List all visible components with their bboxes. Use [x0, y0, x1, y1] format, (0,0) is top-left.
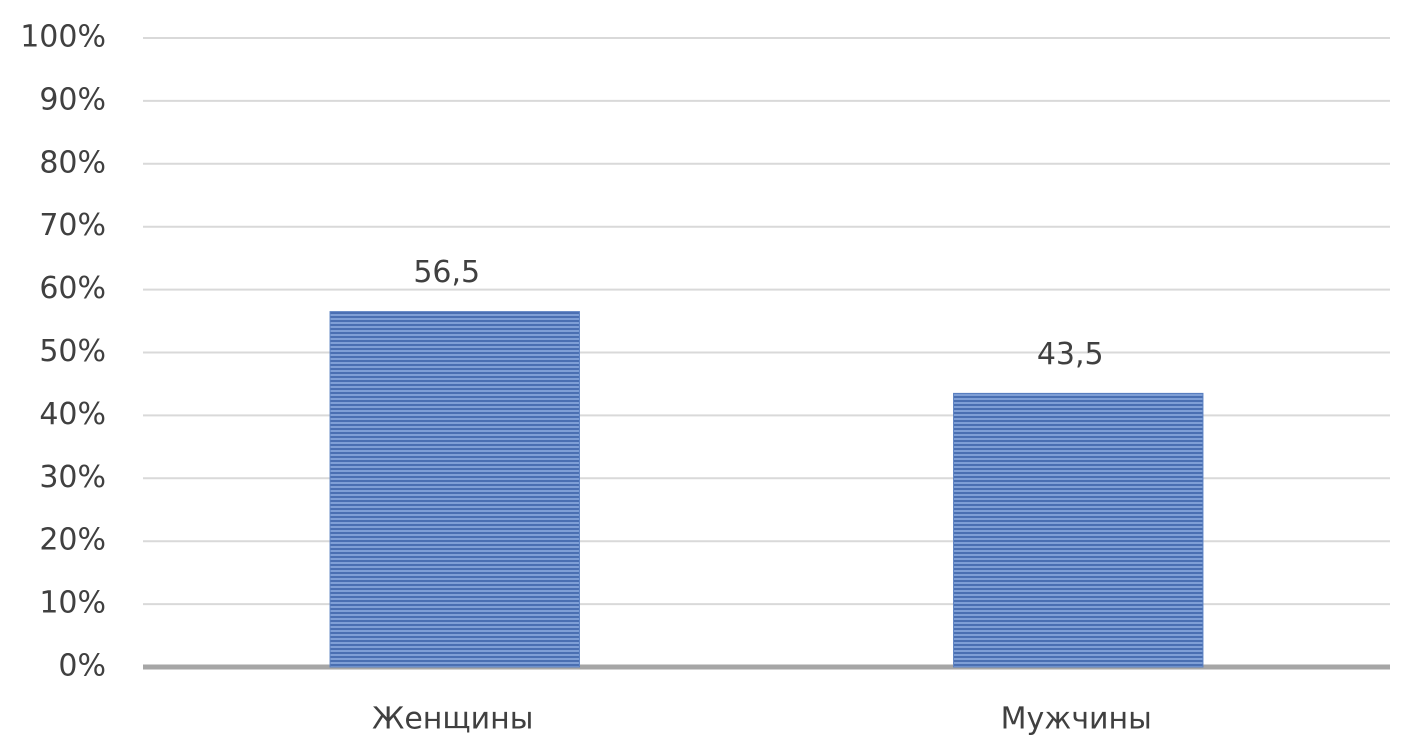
value-label: 43,5: [1037, 337, 1104, 372]
y-tick-label: 100%: [20, 20, 106, 55]
y-tick-label: 10%: [39, 586, 106, 621]
y-tick-label: 30%: [39, 460, 106, 495]
y-tick-label: 80%: [39, 145, 106, 180]
bar: [953, 392, 1204, 668]
y-tick-label: 50%: [39, 334, 106, 369]
y-tick-label: 60%: [39, 271, 106, 306]
y-tick-label: 70%: [39, 208, 106, 243]
y-tick-label: 0%: [58, 649, 106, 684]
bar: [329, 311, 580, 668]
value-label: 56,5: [413, 255, 480, 290]
y-tick-label: 90%: [39, 82, 106, 117]
x-tick-label: Мужчины: [1001, 702, 1152, 737]
y-tick-label: 40%: [39, 397, 106, 432]
x-tick-label: Женщины: [372, 702, 533, 737]
y-tick-label: 20%: [39, 523, 106, 558]
